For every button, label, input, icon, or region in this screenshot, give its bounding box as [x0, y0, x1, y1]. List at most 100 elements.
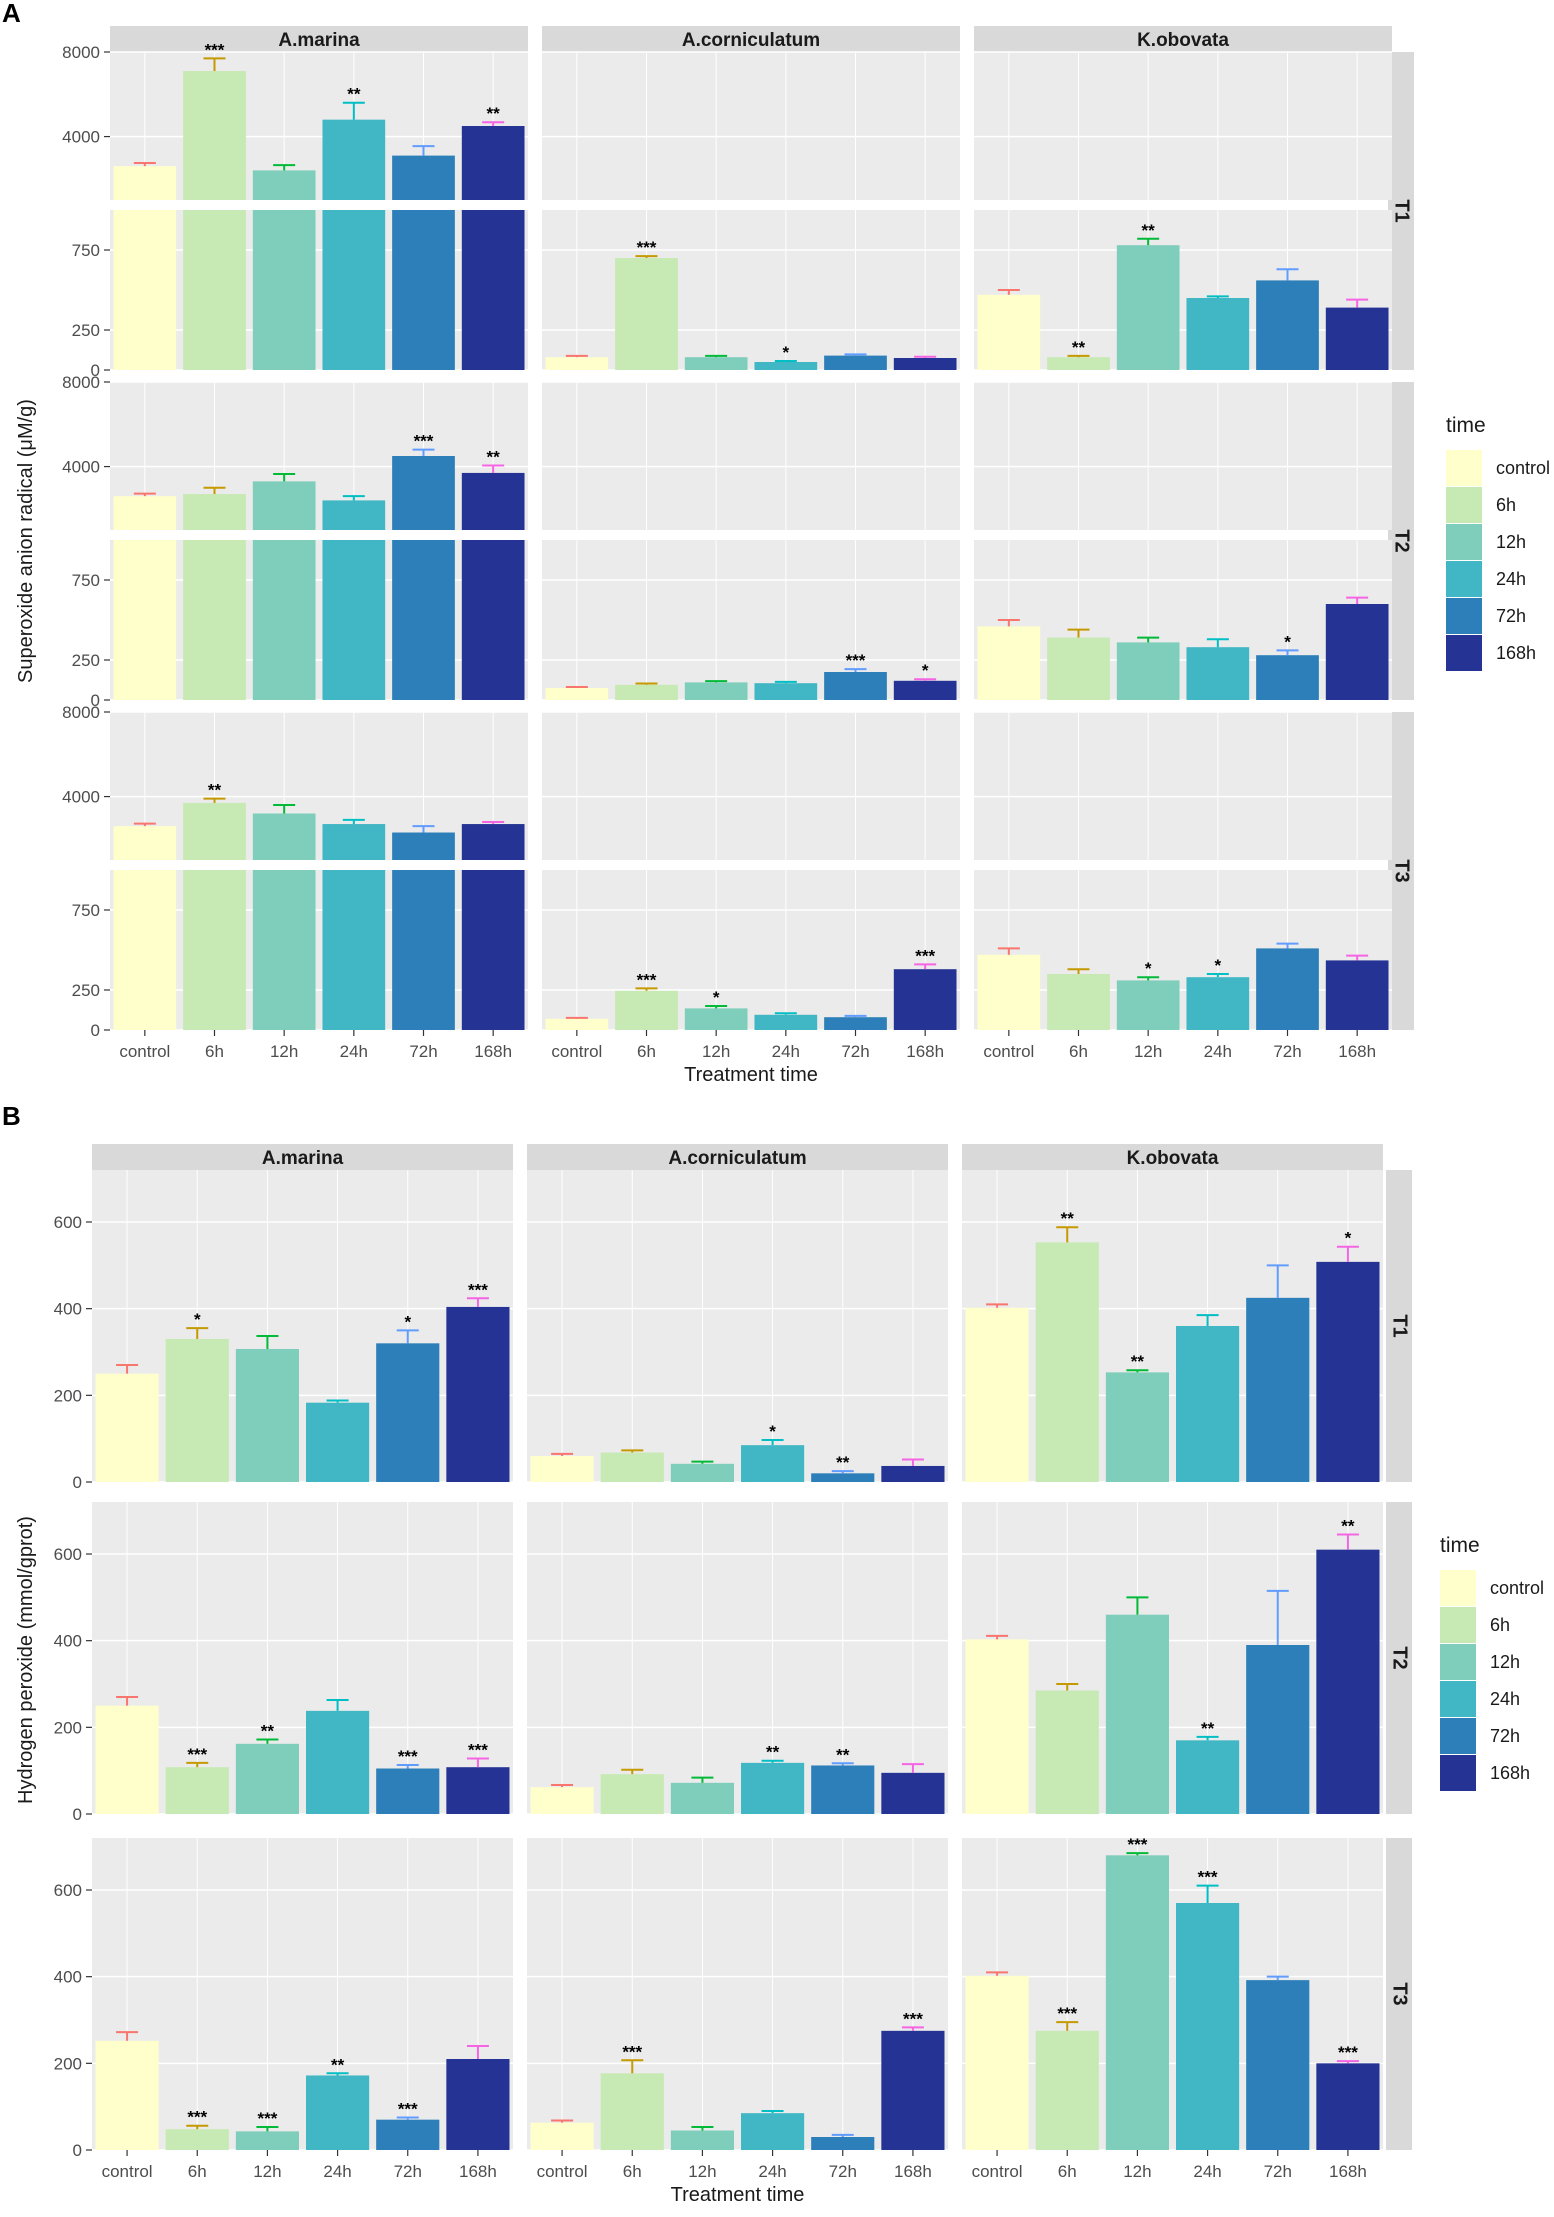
bar-t2-a-marina-12h	[235, 1743, 299, 1814]
bar-t2-k-obovata-control	[965, 1639, 1029, 1814]
strip-label-a-corniculatum: A.corniculatum	[682, 30, 820, 51]
bar-upper-t2-a-marina-12h	[252, 481, 316, 530]
xtick-label-6h: 6h	[637, 1042, 656, 1061]
bar-t1-k-obovata-72h	[1246, 1297, 1310, 1482]
xtick-label-12h: 12h	[270, 1042, 298, 1061]
xtick-label-12h: 12h	[702, 1042, 730, 1061]
bar-t3-k-obovata-168h	[1316, 2063, 1380, 2150]
bar-t1-a-corniculatum-control	[545, 357, 609, 370]
bar-lower-t3-a-marina-control	[113, 870, 177, 1030]
panel-lower-t3-a-corniculatum	[542, 870, 960, 1030]
ytick-label-t1: 0	[91, 361, 100, 380]
panel-upper-t1-k-obovata	[974, 52, 1392, 200]
significance-t1-a-marina-168h: **	[487, 104, 501, 123]
legend-label-72h: 72h	[1490, 1726, 1520, 1746]
panel-lower-t1-a-marina	[110, 210, 528, 370]
bar-t3-a-corniculatum-6h	[600, 2073, 664, 2150]
bar-t2-a-corniculatum-6h	[615, 684, 678, 700]
strip-label-k-obovata: K.obovata	[1137, 30, 1229, 51]
legend-key-72h	[1440, 1718, 1476, 1754]
xtick-label-6h: 6h	[1069, 1042, 1088, 1061]
xtick-label-72h: 72h	[409, 1042, 437, 1061]
bar-t3-a-corniculatum-72h	[811, 2137, 875, 2150]
panel-upper-t3-a-corniculatum	[542, 712, 960, 860]
significance-t1-a-corniculatum-6h: ***	[637, 238, 657, 257]
bar-t3-k-obovata-12h	[1105, 1855, 1169, 2150]
bar-lower-t1-a-marina-24h	[322, 210, 386, 370]
xtick-label-72h: 72h	[1273, 1042, 1301, 1061]
bar-t1-k-obovata-12h	[1116, 245, 1180, 370]
bar-lower-t3-a-marina-12h	[252, 870, 316, 1030]
ytick-label-t2: 750	[72, 571, 100, 590]
xtick-label-168h: 168h	[474, 1042, 512, 1061]
legend-label-12h: 12h	[1496, 532, 1526, 552]
bar-lower-t1-a-marina-control	[113, 210, 177, 370]
bar-t3-k-obovata-24h	[1186, 977, 1250, 1030]
bar-t2-a-marina-168h	[446, 1767, 510, 1814]
bar-t2-a-corniculatum-12h	[670, 1782, 734, 1814]
bar-t2-a-marina-control	[95, 1705, 159, 1814]
ytick-label-t2: 0	[91, 691, 100, 710]
legend-label-control: control	[1496, 458, 1550, 478]
bar-t2-k-obovata-24h	[1176, 1740, 1240, 1814]
bar-t3-a-corniculatum-24h	[754, 1014, 818, 1030]
legend-key-6h	[1446, 487, 1482, 523]
strip-t3	[1386, 1838, 1412, 2150]
ytick-label-t2: 8000	[62, 373, 100, 392]
bar-t2-k-obovata-72h	[1246, 1645, 1310, 1814]
legend-label-12h: 12h	[1490, 1652, 1520, 1672]
strip-a-corniculatum	[542, 26, 960, 52]
bar-upper-t2-a-marina-control	[113, 496, 177, 530]
significance-t1-a-marina-168h: ***	[468, 1280, 488, 1299]
significance-t3-a-corniculatum-168h: ***	[903, 2009, 923, 2028]
ytick-label-t3: 750	[72, 901, 100, 920]
xtick-label-control: control	[972, 2162, 1023, 2181]
significance-t1-a-marina-6h: *	[194, 1310, 201, 1329]
significance-t2-a-corniculatum-24h: **	[766, 1743, 780, 1762]
bar-t3-a-corniculatum-12h	[684, 1008, 748, 1030]
significance-t3-a-marina-72h: ***	[398, 2100, 418, 2119]
strip-a-marina	[92, 1144, 513, 1170]
strip-label-a-marina: A.marina	[262, 1148, 344, 1169]
significance-t3-k-obovata-24h: ***	[1198, 1868, 1218, 1887]
ytick-label-t3: 8000	[62, 703, 100, 722]
xtick-label-168h: 168h	[1329, 2162, 1367, 2181]
bar-upper-t1-a-marina-168h	[461, 126, 525, 200]
panel-lower-t1-k-obovata	[974, 210, 1392, 370]
ytick-label-t1: 250	[72, 321, 100, 340]
bar-t1-a-corniculatum-6h	[600, 1452, 664, 1482]
strip-label-t1: T1	[1389, 1314, 1411, 1337]
ytick-label-t3: 250	[72, 981, 100, 1000]
xtick-label-24h: 24h	[340, 1042, 368, 1061]
significance-t1-a-marina-24h: **	[347, 85, 361, 104]
significance-t2-a-marina-72h: ***	[414, 432, 434, 451]
bar-t1-a-corniculatum-168h	[881, 1465, 945, 1482]
bar-t1-k-obovata-24h	[1176, 1326, 1240, 1482]
bar-t1-k-obovata-168h	[1325, 307, 1389, 370]
xtick-label-72h: 72h	[829, 2162, 857, 2181]
ytick-label-t3: 200	[54, 2054, 82, 2073]
legend-label-168h: 168h	[1496, 643, 1536, 663]
bar-t3-a-corniculatum-24h	[741, 2113, 805, 2150]
bar-upper-t2-a-marina-72h	[392, 456, 455, 530]
bar-t3-k-obovata-72h	[1246, 1980, 1310, 2150]
bar-t1-k-obovata-12h	[1105, 1372, 1169, 1482]
bar-t2-a-corniculatum-control	[530, 1787, 594, 1814]
legend-key-12h	[1446, 524, 1482, 560]
significance-t3-a-corniculatum-168h: ***	[915, 946, 935, 965]
legend-key-24h	[1440, 1681, 1476, 1717]
legend-key-6h	[1440, 1607, 1476, 1643]
bar-t3-k-obovata-6h	[1047, 974, 1110, 1030]
xtick-label-168h: 168h	[906, 1042, 944, 1061]
ytick-label-t3: 600	[54, 1881, 82, 1900]
bar-t3-a-marina-12h	[235, 2131, 299, 2150]
bar-t1-a-corniculatum-72h	[824, 355, 887, 370]
bar-t2-a-corniculatum-72h	[811, 1765, 875, 1814]
panel-lower-t2-a-marina	[110, 540, 528, 700]
ytick-label-t1: 200	[54, 1386, 82, 1405]
xtick-label-12h: 12h	[1134, 1042, 1162, 1061]
bar-t3-a-corniculatum-12h	[670, 2130, 734, 2150]
panel-lower-t3-k-obovata	[974, 870, 1392, 1030]
